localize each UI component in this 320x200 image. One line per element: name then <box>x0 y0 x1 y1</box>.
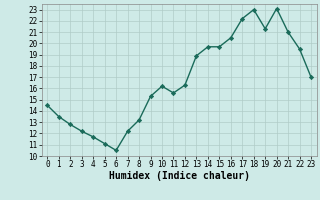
X-axis label: Humidex (Indice chaleur): Humidex (Indice chaleur) <box>109 171 250 181</box>
